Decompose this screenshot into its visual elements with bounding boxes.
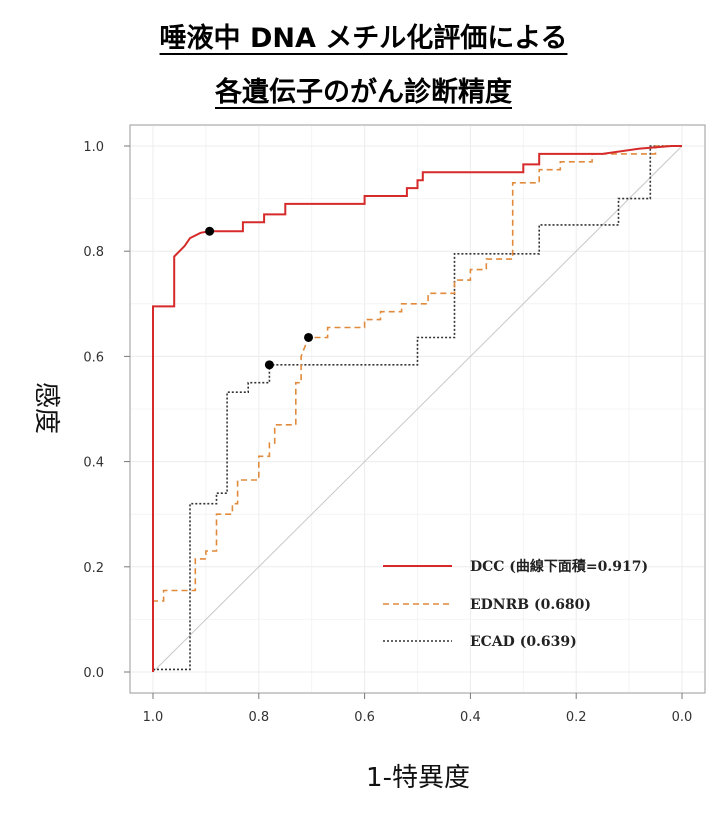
legend-label: ECAD (0.639) — [470, 634, 577, 650]
series-line-ednrb — [152, 145, 682, 672]
y-tick-label: 0.0 — [83, 666, 104, 681]
cutoff-point-ednrb — [304, 332, 314, 342]
diagonal-reference-line — [152, 145, 683, 673]
x-tick-label: 0.8 — [248, 710, 269, 725]
y-tick-label: 0.8 — [83, 245, 104, 260]
chart-title-line1: 唾液中 DNA メチル化評価による — [159, 23, 568, 54]
series-layer — [152, 145, 682, 672]
y-axis: 0.0 0.2 0.4 0.6 0.8 1.0 — [83, 140, 130, 681]
x-axis: 1.0 0.8 0.6 0.4 0.2 0.0 — [143, 693, 693, 725]
x-tick-label: 0.6 — [354, 710, 375, 725]
x-tick-label: 0.4 — [460, 710, 481, 725]
y-tick-label: 1.0 — [83, 140, 104, 155]
y-axis-label: 感度 — [31, 382, 61, 434]
legend-label: EDNRB (0.680) — [470, 597, 591, 613]
y-tick-label: 0.6 — [83, 350, 104, 365]
series-line-dcc — [152, 145, 682, 672]
y-tick-label: 0.4 — [83, 456, 104, 471]
x-tick-label: 1.0 — [143, 710, 164, 725]
x-axis-label: 1-特異度 — [366, 763, 470, 793]
chart-title-line2: 各遺伝子のがん診断精度 — [215, 77, 512, 108]
cutoff-point-dcc — [205, 226, 215, 236]
x-tick-label: 0.0 — [672, 710, 693, 725]
x-tick-label: 0.2 — [566, 710, 587, 725]
y-tick-label: 0.2 — [83, 561, 104, 576]
legend-label: DCC (曲線下面積=0.917) — [470, 558, 648, 575]
legend: DCC (曲線下面積=0.917) EDNRB (0.680) ECAD (0.63… — [383, 558, 648, 650]
cutoff-point-ecad — [264, 360, 274, 370]
